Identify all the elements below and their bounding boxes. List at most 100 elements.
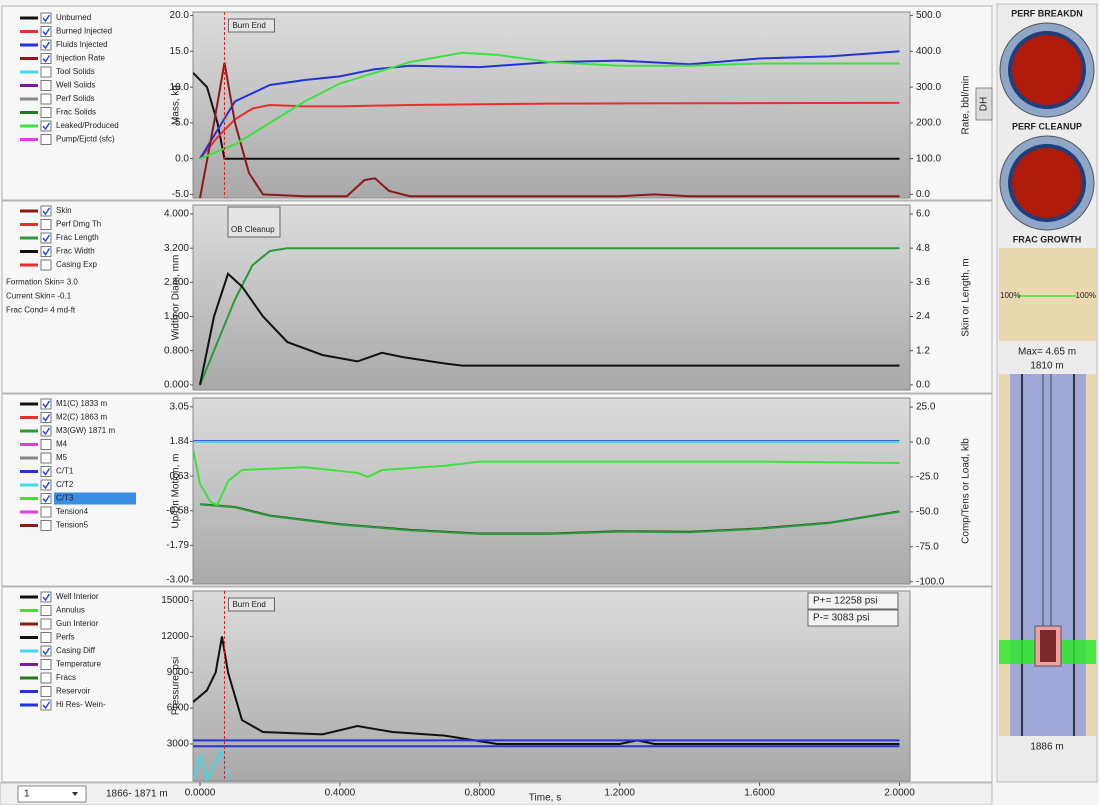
series-line — [199, 101, 900, 160]
y-tick-label: 0.0 — [175, 153, 189, 164]
y2-tick-label: 0.0 — [916, 380, 930, 391]
y2-axis-title: Comp/Tens or Load, klb — [961, 438, 972, 544]
legend-checkbox[interactable] — [40, 412, 52, 423]
legend-checkbox[interactable] — [40, 493, 52, 504]
note: Frac Cond= 4 md-ft — [6, 306, 76, 315]
legend-checkbox[interactable] — [40, 66, 52, 78]
check-mark — [42, 593, 51, 602]
y2-tick-label: -100.0 — [916, 576, 945, 587]
legend-checkbox[interactable] — [40, 246, 52, 257]
legend-label: Tool Solids — [56, 67, 95, 76]
y-tick-label: -3.00 — [166, 575, 189, 586]
legend-selection — [54, 492, 136, 505]
series-line — [199, 51, 900, 160]
y2-tick-label: -75.0 — [916, 541, 939, 552]
perf-bore — [1012, 148, 1082, 218]
legend-checkbox[interactable] — [40, 398, 52, 410]
legend-checkbox[interactable] — [40, 645, 52, 657]
y2-axis-title: Rate, bbl/min — [961, 76, 972, 135]
series-line — [199, 503, 900, 535]
check-mark — [42, 41, 51, 50]
legend-checkbox[interactable] — [40, 591, 52, 603]
check-mark — [42, 647, 51, 656]
legend-checkbox[interactable] — [40, 618, 52, 630]
legend-label: Well Solids — [56, 81, 95, 90]
legend-checkbox[interactable] — [40, 12, 52, 24]
legend-checkbox[interactable] — [40, 439, 52, 450]
legend-label: C/T1 — [56, 467, 74, 476]
legend-label: M4 — [56, 440, 68, 449]
y-tick-label: 10.0 — [170, 82, 190, 93]
y-tick-label: 0.000 — [164, 380, 189, 391]
readout-box — [807, 609, 899, 627]
legend-checkbox[interactable] — [40, 26, 52, 37]
series-line — [193, 636, 900, 745]
side-panel: PERF BREAKDN PERF CLEANUP FRAC GROWTH 10… — [996, 3, 1098, 783]
depth-selector[interactable] — [17, 785, 87, 803]
legend-label: Reservoir — [56, 687, 91, 696]
y2-axis-title: Skin or Length, m — [961, 258, 972, 336]
readout-box — [807, 592, 899, 610]
legend-label: C/T3 — [56, 494, 74, 503]
legend-checkbox[interactable] — [40, 686, 52, 697]
y-axis-title: Up/Dn Motion, m — [171, 453, 182, 528]
legend-label: Casing Exp — [56, 260, 97, 269]
legend-checkbox[interactable] — [40, 39, 52, 51]
legend-checkbox[interactable] — [40, 425, 52, 437]
legend-checkbox[interactable] — [40, 699, 52, 711]
check-mark — [42, 207, 51, 216]
frac-growth-title: FRAC GROWTH — [1013, 234, 1082, 244]
curves — [193, 440, 900, 535]
legend-checkbox[interactable] — [40, 232, 52, 244]
y2-tick-label: -50.0 — [916, 507, 939, 518]
legend-checkbox[interactable] — [40, 107, 52, 118]
legend-checkbox[interactable] — [40, 605, 52, 616]
y2-tick-label: 200.0 — [916, 118, 941, 129]
event-label: Burn End — [232, 600, 265, 609]
legend-checkbox[interactable] — [40, 259, 52, 271]
legend-checkbox[interactable] — [40, 466, 52, 477]
legend-label: Well Interior — [56, 592, 99, 601]
selector-value: 1 — [24, 789, 30, 800]
plot-area — [192, 590, 911, 782]
annotation-box — [227, 206, 281, 238]
series-line — [199, 62, 900, 198]
x-tick-label: 1.6000 — [744, 788, 775, 799]
legend-checkbox[interactable] — [40, 452, 52, 464]
check-mark — [42, 468, 51, 476]
dh-button[interactable] — [975, 87, 993, 121]
legend-checkbox[interactable] — [40, 219, 52, 230]
legend-label: C/T2 — [56, 480, 74, 489]
legend-checkbox[interactable] — [40, 120, 52, 132]
legend-label: Casing Diff — [56, 646, 96, 655]
legend-checkbox[interactable] — [40, 659, 52, 670]
y2-tick-label: 300.0 — [916, 82, 941, 93]
legend-checkbox[interactable] — [40, 134, 52, 145]
readout: P-= 3083 psi — [813, 613, 869, 624]
legend-checkbox[interactable] — [40, 479, 52, 491]
y-tick-label: 20.0 — [170, 10, 190, 21]
legend-checkbox[interactable] — [40, 93, 52, 105]
legend-checkbox[interactable] — [40, 80, 52, 91]
series-line — [193, 448, 900, 507]
curves — [193, 636, 900, 781]
legend-checkbox[interactable] — [40, 53, 52, 64]
plot-area — [192, 11, 911, 199]
check-mark — [42, 234, 51, 243]
y2-tick-label: 3.6 — [916, 277, 930, 288]
max-growth: Max= 4.65 m — [1018, 347, 1076, 358]
legend-checkbox[interactable] — [40, 520, 52, 531]
legend-checkbox[interactable] — [40, 205, 52, 217]
y-tick-label: 4.000 — [164, 209, 189, 220]
x-axis-title: Time, s — [529, 793, 561, 804]
legend-label: Frac Solids — [56, 108, 96, 117]
x-tick-label: 1.2000 — [604, 788, 635, 799]
legend-checkbox[interactable] — [40, 632, 52, 643]
legend-checkbox[interactable] — [40, 672, 52, 684]
legend-label: M2(C) 1863 m — [56, 413, 107, 422]
plot-area — [192, 204, 911, 391]
check-mark — [42, 427, 51, 436]
legend-label: M3(GW) 1871 m — [56, 426, 115, 435]
x-tick-label: 0.4000 — [325, 788, 356, 799]
legend-checkbox[interactable] — [40, 506, 52, 518]
